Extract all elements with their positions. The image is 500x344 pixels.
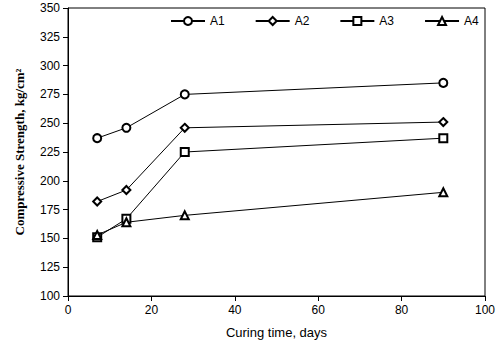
svg-text:325: 325 bbox=[40, 30, 60, 44]
svg-text:225: 225 bbox=[40, 145, 60, 159]
svg-text:A3: A3 bbox=[379, 14, 394, 28]
svg-text:100: 100 bbox=[475, 303, 495, 317]
svg-text:60: 60 bbox=[312, 303, 326, 317]
svg-text:175: 175 bbox=[40, 203, 60, 217]
svg-text:Compressive Strength, kg/cm²: Compressive Strength, kg/cm² bbox=[12, 68, 27, 235]
svg-text:100: 100 bbox=[40, 289, 60, 303]
svg-text:200: 200 bbox=[40, 174, 60, 188]
svg-text:350: 350 bbox=[40, 1, 60, 15]
svg-text:Curing time, days: Curing time, days bbox=[226, 325, 328, 340]
svg-text:A4: A4 bbox=[464, 14, 479, 28]
svg-text:250: 250 bbox=[40, 116, 60, 130]
svg-text:A2: A2 bbox=[295, 14, 310, 28]
svg-text:300: 300 bbox=[40, 59, 60, 73]
svg-text:150: 150 bbox=[40, 231, 60, 245]
svg-text:0: 0 bbox=[65, 303, 72, 317]
svg-text:125: 125 bbox=[40, 260, 60, 274]
svg-text:40: 40 bbox=[228, 303, 242, 317]
svg-text:20: 20 bbox=[145, 303, 159, 317]
svg-text:275: 275 bbox=[40, 87, 60, 101]
svg-text:80: 80 bbox=[395, 303, 409, 317]
svg-text:A1: A1 bbox=[210, 14, 225, 28]
